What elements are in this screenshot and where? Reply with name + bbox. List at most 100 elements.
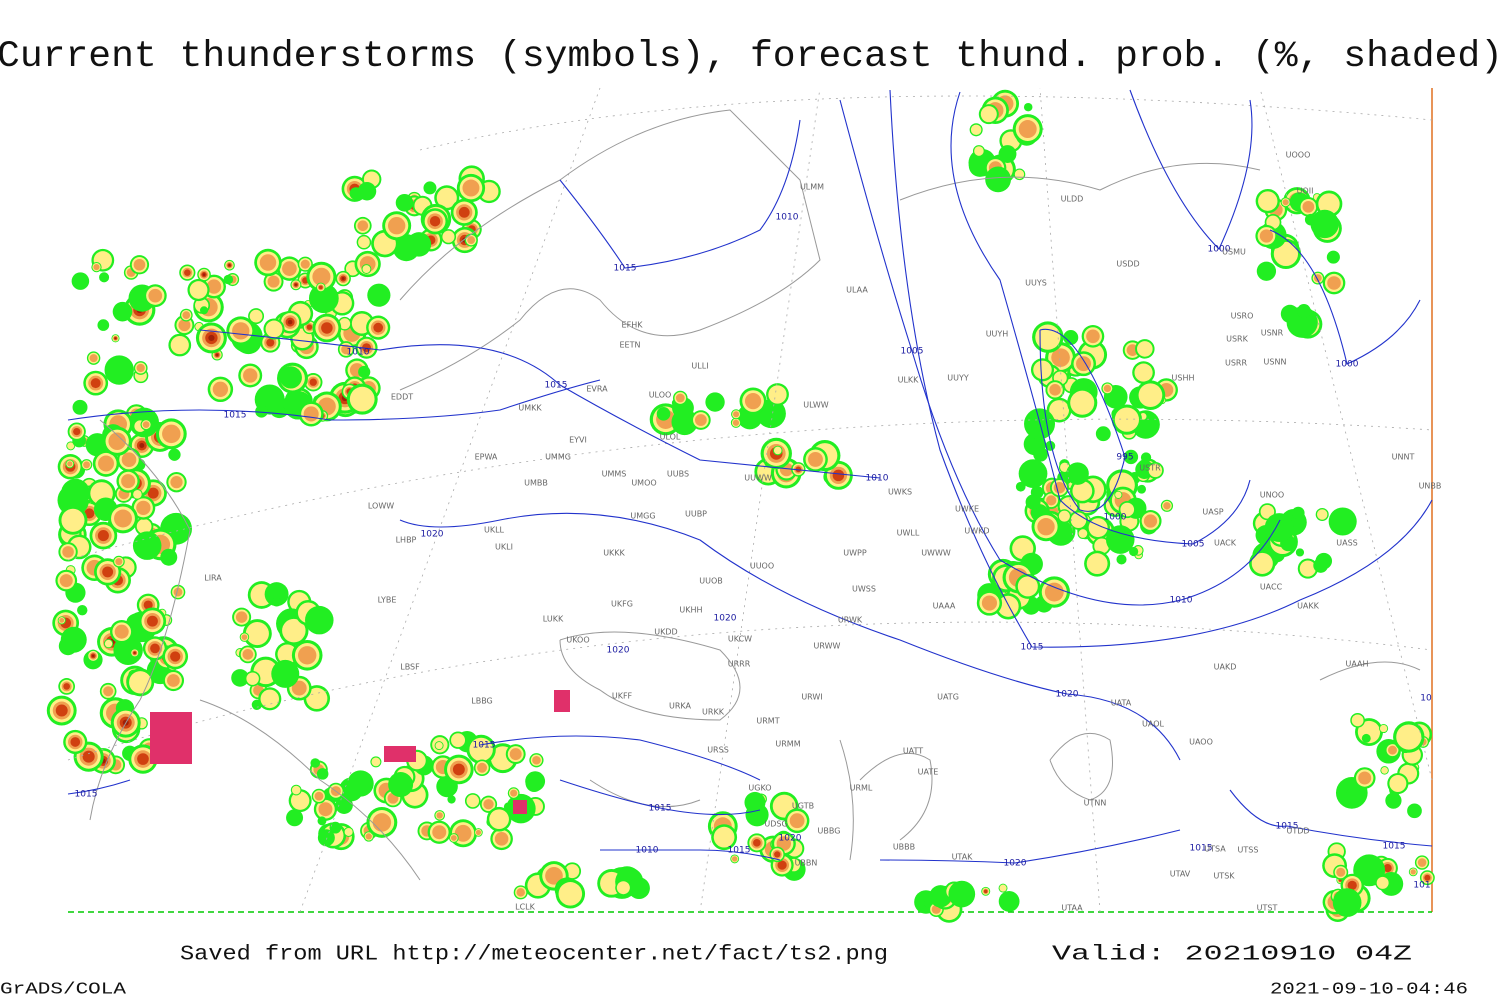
shade	[1035, 324, 1061, 350]
station-label: UMGG	[630, 512, 655, 521]
shade	[178, 319, 191, 332]
shade	[432, 825, 447, 840]
isobar-label: 10	[1420, 694, 1432, 704]
station-label: UBBN	[795, 859, 818, 868]
isobar-label: 1010	[347, 348, 370, 358]
station-label: UATE	[918, 768, 939, 777]
isobar	[1129, 89, 1421, 365]
shade	[675, 393, 685, 403]
shade	[266, 338, 275, 347]
shade	[452, 763, 465, 776]
isobar-label: 1015	[473, 741, 496, 751]
shade	[249, 309, 263, 323]
shade	[341, 344, 352, 355]
shade	[137, 753, 149, 765]
station-label: USRO	[1231, 312, 1254, 321]
station-label: UUWW	[744, 474, 772, 483]
station-label: UBBG	[818, 827, 841, 836]
shade	[317, 829, 335, 847]
shade	[317, 816, 327, 826]
shade	[1260, 504, 1275, 519]
station-label: UMBB	[524, 479, 548, 488]
isobar-label: 1010	[776, 213, 799, 223]
station-label: UKOO	[566, 636, 589, 645]
shade	[558, 882, 583, 906]
probability-shading	[46, 89, 1435, 923]
shade	[73, 427, 81, 436]
shade	[1094, 538, 1110, 554]
shade	[104, 639, 113, 648]
shade	[745, 803, 769, 827]
shade	[1045, 440, 1056, 451]
station-label: UWKE	[955, 505, 979, 514]
shade	[1295, 548, 1305, 557]
station-label: EVRA	[586, 385, 608, 394]
shade	[245, 621, 269, 646]
shade	[1381, 766, 1388, 774]
shade	[62, 546, 74, 558]
shade	[1015, 481, 1026, 492]
shade	[980, 106, 997, 123]
isobar-label: 1015	[545, 381, 568, 391]
station-label: UWKS	[888, 488, 912, 497]
shade	[132, 531, 162, 560]
isobar-label: 1020	[779, 834, 802, 844]
station-label: EFHK	[622, 321, 644, 330]
station-label: UKDD	[654, 628, 677, 637]
shade	[1328, 507, 1357, 536]
shade	[1410, 869, 1416, 875]
isobar-label: 1020	[1056, 690, 1079, 700]
shade	[1258, 191, 1278, 211]
shade	[1129, 546, 1139, 557]
station-label: ULOL	[660, 433, 681, 442]
shade	[983, 889, 988, 894]
station-label: ULMM	[800, 183, 824, 192]
station-label: UTNN	[1084, 799, 1107, 808]
station-label: URRR	[728, 660, 751, 669]
shade	[713, 826, 735, 848]
shade	[1017, 576, 1038, 597]
station-label: USNR	[1261, 329, 1284, 338]
station-label: ULDD	[1061, 195, 1084, 204]
shade	[344, 827, 353, 836]
shade	[97, 319, 110, 331]
station-label: UWLL	[897, 529, 920, 538]
station-label: USHH	[1172, 374, 1195, 383]
shade	[99, 272, 110, 283]
shade	[271, 659, 300, 688]
shade	[216, 353, 219, 356]
station-label: URWW	[814, 642, 841, 651]
shade	[228, 264, 231, 267]
shade	[70, 737, 81, 747]
shade	[1163, 502, 1171, 510]
isobar	[199, 329, 881, 479]
shade	[115, 558, 123, 566]
station-label: UOOO	[1286, 151, 1311, 160]
isobar-label: 1000	[1104, 513, 1127, 523]
shade	[150, 643, 160, 654]
station-label: LYBE	[378, 596, 397, 605]
shade	[628, 877, 650, 900]
shade	[768, 385, 787, 404]
shade	[1388, 745, 1397, 755]
shade	[1025, 494, 1041, 510]
station-label: EYVI	[569, 436, 587, 445]
shade	[173, 587, 183, 597]
shade	[267, 275, 280, 288]
shade	[121, 474, 136, 489]
shade	[162, 424, 181, 444]
shade	[167, 674, 180, 687]
shade	[61, 478, 91, 508]
thunderstorm-symbols	[150, 690, 570, 814]
station-label: USRR	[1225, 359, 1247, 368]
isobar	[67, 379, 601, 421]
shade	[97, 530, 109, 542]
shade	[291, 785, 301, 795]
station-label: URML	[850, 784, 873, 793]
shade	[290, 791, 310, 810]
shade	[671, 408, 698, 436]
station-label: UGTB	[792, 802, 814, 811]
shade	[365, 833, 372, 840]
shade	[516, 888, 525, 897]
shade	[1086, 329, 1100, 344]
